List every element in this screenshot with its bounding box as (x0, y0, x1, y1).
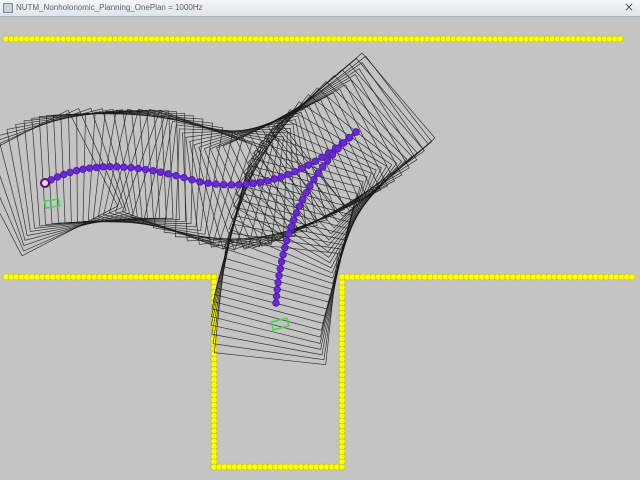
path-node (99, 163, 107, 171)
top-wall (2, 35, 624, 43)
path-node (319, 163, 327, 171)
robot-footprint (264, 63, 424, 223)
path-node (276, 265, 284, 273)
path-node (323, 156, 332, 165)
path-node (156, 168, 165, 176)
path-node (113, 163, 121, 171)
path-node (172, 171, 180, 180)
robot-footprint (198, 111, 337, 250)
path-node (92, 163, 101, 172)
wall-dot (616, 35, 624, 43)
planning-canvas (0, 17, 640, 480)
path-node (352, 128, 360, 136)
path-node (263, 177, 272, 185)
path-node (298, 164, 306, 173)
left-lower-wall (2, 273, 218, 281)
path-node (287, 223, 295, 231)
path-node (164, 170, 172, 178)
path-node (66, 168, 74, 177)
path-node (212, 180, 220, 188)
path-node (299, 195, 307, 204)
path-node (275, 272, 283, 280)
path-node (272, 292, 281, 300)
path-node (295, 202, 304, 210)
path-node (188, 176, 196, 184)
path-node (290, 216, 298, 224)
path-node (314, 169, 322, 177)
simulation-viewport (0, 17, 640, 480)
path-node (283, 237, 291, 245)
green-marker-left (43, 197, 61, 210)
path-node (120, 163, 128, 171)
right-lower-wall (338, 273, 636, 281)
path-node (141, 165, 150, 174)
gap-right-wall (338, 273, 346, 471)
green-marker-gap (270, 317, 290, 331)
path-node (285, 230, 293, 238)
path-node (134, 164, 142, 173)
path-node (72, 166, 81, 175)
robot-footprint (23, 109, 143, 229)
path-node (306, 182, 314, 190)
robot-footprint (0, 108, 123, 252)
path-node (235, 180, 243, 189)
path-node (249, 179, 258, 188)
path-node (310, 175, 318, 184)
wall-dot (628, 273, 636, 281)
gap-bottom-wall (210, 463, 346, 471)
path-node (302, 188, 310, 197)
path-node (304, 161, 313, 169)
path-node (281, 244, 289, 252)
robot-footprint (60, 110, 174, 224)
path-node (270, 175, 279, 183)
path-node (272, 299, 280, 307)
path-node (60, 170, 68, 179)
path-node (345, 133, 354, 142)
close-button[interactable]: × (623, 0, 635, 14)
path-node (204, 179, 212, 187)
robot-footprint (228, 125, 377, 274)
start-marker (40, 178, 50, 188)
path-node (106, 162, 114, 171)
markers-layer (40, 178, 290, 331)
path-node (274, 278, 282, 287)
robot-footprint (279, 55, 433, 209)
path-node (242, 180, 250, 188)
window-titlebar[interactable]: NUTM_Nonholonomic_Planning_OnePlan = 100… (0, 0, 640, 17)
robot-footprint (15, 109, 138, 232)
path-node (79, 165, 87, 173)
path-node (149, 167, 157, 175)
path-node (180, 173, 188, 182)
path-node (340, 139, 348, 147)
path-node (328, 150, 337, 159)
path-node (334, 145, 342, 153)
robot-footprint (6, 108, 134, 236)
canvas-background (0, 17, 640, 480)
path-node (284, 170, 292, 179)
footprint-trail-2 (210, 52, 436, 366)
path-node (256, 178, 265, 186)
path-node (273, 285, 281, 294)
path-node (311, 157, 319, 166)
path-node (291, 167, 299, 176)
path-node (277, 258, 286, 266)
path-node (277, 173, 286, 181)
path-node (196, 178, 204, 186)
walls-layer (2, 35, 636, 471)
path-node (53, 173, 62, 181)
path-node (220, 180, 228, 189)
window-title: NUTM_Nonholonomic_Planning_OnePlan = 100… (16, 3, 203, 12)
planned-path-2 (272, 128, 360, 307)
gap-left-wall (210, 273, 218, 471)
path-node (227, 181, 236, 189)
path-node (127, 163, 135, 172)
path-node (292, 209, 301, 217)
app-icon (3, 3, 13, 13)
path-node (318, 153, 326, 161)
path-node (85, 164, 94, 172)
path-node (279, 251, 287, 259)
paths-layer (41, 128, 360, 307)
